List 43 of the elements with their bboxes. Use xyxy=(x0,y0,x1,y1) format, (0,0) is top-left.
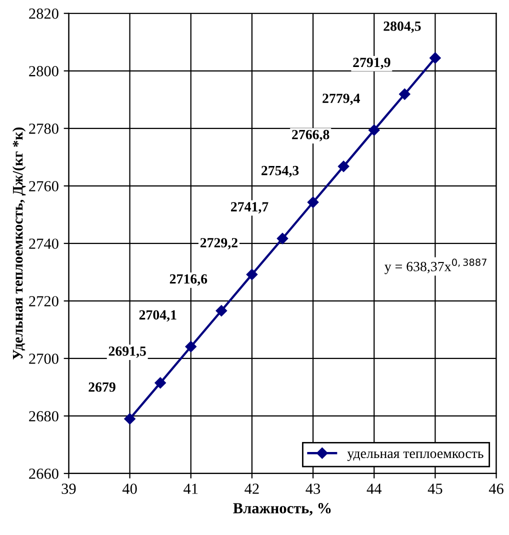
y-tick-label: 2660 xyxy=(29,468,58,479)
point xyxy=(307,196,319,208)
y-axis-title: Удельная теплоемкость, Дж/(кг *к) xyxy=(12,128,26,360)
x-tick-label: 45 xyxy=(428,484,442,494)
x-tick-label: 42 xyxy=(244,484,259,494)
y-tick-label: 2800 xyxy=(29,66,58,76)
point xyxy=(154,377,166,388)
y-tick-label: 2720 xyxy=(29,296,58,306)
data-label: 2754,3 xyxy=(262,166,299,178)
y-tick-label: 2820 xyxy=(29,8,58,19)
y-tick-label: 2680 xyxy=(29,411,58,422)
point xyxy=(276,232,288,244)
point xyxy=(368,124,380,136)
x-tick-label: 43 xyxy=(306,484,320,494)
point xyxy=(399,88,410,100)
point xyxy=(246,268,258,280)
point xyxy=(430,52,441,64)
data-label: 2704,1 xyxy=(139,310,176,322)
data-label: 2729,2 xyxy=(200,238,238,250)
y-tick-label: 2760 xyxy=(29,181,58,192)
x-axis-title: Влажность, % xyxy=(233,503,331,516)
x-tick-label: 41 xyxy=(184,484,198,494)
data-label: 2779,4 xyxy=(322,94,360,106)
data-label: 2679 xyxy=(88,382,116,392)
point xyxy=(338,160,350,172)
data-label: 2691,5 xyxy=(108,346,146,358)
y-tick-label: 2740 xyxy=(29,238,58,249)
data-label: 2791,9 xyxy=(353,58,390,70)
x-tick-label: 40 xyxy=(122,484,137,494)
legend-label: удельная теплоемкость xyxy=(347,451,484,461)
data-label: 2766,8 xyxy=(292,130,330,142)
y-tick-label: 2780 xyxy=(29,124,58,134)
data-label: 2804,5 xyxy=(384,21,421,33)
y-tick-label: 2700 xyxy=(29,354,58,364)
annotation: y = 638,37x$^{0,3887}$ xyxy=(384,258,486,274)
data-label: 2741,7 xyxy=(230,202,268,214)
point xyxy=(185,341,196,352)
point xyxy=(124,413,136,424)
x-tick-label: 46 xyxy=(488,484,504,494)
x-tick-label: 44 xyxy=(366,484,382,494)
point xyxy=(216,305,228,316)
data-label: 2716,6 xyxy=(170,274,208,286)
x-tick-label: 39 xyxy=(62,484,76,494)
